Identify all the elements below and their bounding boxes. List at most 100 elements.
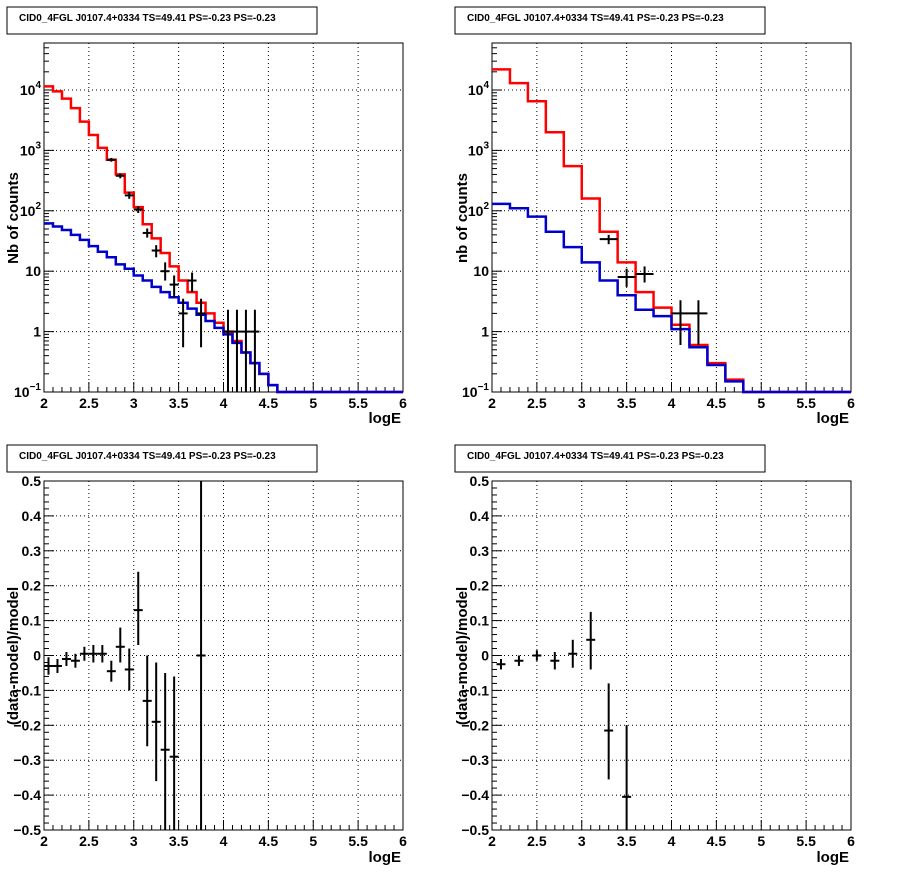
x-tick-label: 5 [757, 833, 765, 849]
data-point [61, 652, 71, 666]
x-tick-label: 5 [309, 833, 317, 849]
y-tick-label: 102 [20, 201, 42, 219]
x-tick-label: 3.5 [617, 833, 637, 849]
x-tick-label: 2.5 [79, 395, 99, 411]
data-point [106, 157, 116, 162]
data-point [133, 571, 143, 646]
y-tick-label: 0 [33, 648, 41, 664]
x-tick-label: 5.5 [348, 395, 368, 411]
data-point [604, 683, 614, 780]
x-tick-label: 5.5 [348, 833, 368, 849]
chart-title-box [6, 444, 318, 473]
y-tick-label: 10 [25, 263, 41, 279]
y-tick-label: 10 [473, 263, 489, 279]
y-tick-label: −0.1 [461, 682, 489, 698]
y-tick-label: −0.5 [13, 822, 41, 838]
x-axis-label: logE [817, 849, 850, 866]
x-tick-label: 6 [847, 833, 855, 849]
data-point [88, 645, 98, 663]
x-tick-label: 4 [668, 833, 676, 849]
panel-3: CID0_4FGL J0107.4+0334 TS=49.41 PS=-0.23… [5, 444, 407, 866]
data-point [52, 658, 62, 673]
y-axis-label: Nb of counts [5, 172, 22, 264]
y-tick-label: 0.1 [470, 613, 490, 629]
y-tick-label: 1 [33, 324, 41, 340]
x-tick-label: 4.5 [707, 833, 727, 849]
data-point [115, 627, 125, 663]
data-point [169, 676, 179, 830]
y-tick-label: 102 [468, 201, 490, 219]
data-point [568, 639, 578, 668]
data-point [142, 655, 152, 747]
x-tick-label: 2 [488, 833, 496, 849]
x-tick-label: 3 [130, 395, 138, 411]
x-tick-label: 3.5 [169, 833, 189, 849]
y-axis-label: (data-model)/model [454, 587, 471, 725]
x-tick-label: 3.5 [169, 395, 189, 411]
data-point [115, 173, 125, 179]
x-axis-label: logE [369, 849, 402, 866]
data-point [550, 652, 560, 670]
y-axis-label: nb of counts [454, 173, 471, 263]
x-tick-label: 6 [399, 395, 407, 411]
x-tick-label: 5.5 [796, 833, 816, 849]
data-point [79, 646, 89, 661]
x-tick-label: 6 [847, 395, 855, 411]
data-point [160, 262, 170, 281]
x-tick-label: 4 [668, 395, 676, 411]
y-tick-label: −0.3 [13, 752, 41, 768]
x-axis-label: logE [369, 410, 402, 427]
y-tick-label: 0.5 [470, 473, 490, 489]
x-tick-label: 5 [309, 395, 317, 411]
x-tick-label: 2 [488, 395, 496, 411]
y-tick-label: −0.4 [461, 787, 489, 803]
data-point [196, 298, 206, 348]
data-point [178, 298, 188, 348]
data-point [496, 658, 506, 670]
x-tick-label: 2.5 [527, 395, 547, 411]
x-tick-label: 4.5 [259, 395, 279, 411]
data-point [133, 206, 143, 213]
y-tick-label: 0.4 [470, 508, 490, 524]
data-point [151, 245, 161, 258]
x-tick-label: 2 [40, 833, 48, 849]
y-tick-label: 10−1 [14, 382, 41, 400]
panel-4: CID0_4FGL J0107.4+0334 TS=49.41 PS=-0.23… [454, 444, 855, 866]
x-axis-label: logE [817, 410, 850, 427]
x-tick-label: 4.5 [259, 833, 279, 849]
data-point [622, 725, 632, 830]
data-point [514, 655, 524, 666]
chart-title: CID0_4FGL J0107.4+0334 TS=49.41 PS=-0.23… [19, 451, 276, 462]
y-tick-label: 0.2 [470, 578, 490, 594]
chart-title-box [454, 444, 766, 473]
y-tick-label: 0 [481, 648, 489, 664]
y-tick-label: −0.3 [461, 752, 489, 768]
chart-title: CID0_4FGL J0107.4+0334 TS=49.41 PS=-0.23… [19, 13, 276, 24]
data-point [124, 648, 134, 691]
data-point [635, 266, 654, 283]
data-point [151, 662, 161, 782]
data-point [70, 653, 80, 668]
y-tick-label: 0.2 [22, 578, 42, 594]
y-tick-label: 0.4 [22, 508, 42, 524]
x-tick-label: 2 [40, 395, 48, 411]
data-point [124, 191, 134, 199]
y-tick-label: 0.5 [22, 473, 42, 489]
panel-1: CID0_4FGL J0107.4+0334 TS=49.41 PS=-0.23… [5, 6, 407, 427]
data-point [106, 660, 116, 682]
data-point [97, 645, 107, 663]
data-point [232, 309, 242, 392]
x-tick-label: 2.5 [79, 833, 99, 849]
x-tick-label: 4 [220, 395, 228, 411]
y-tick-label: −0.2 [13, 717, 41, 733]
y-tick-label: 104 [468, 80, 490, 98]
y-tick-label: 10−1 [462, 382, 489, 400]
x-tick-label: 4 [220, 833, 228, 849]
y-tick-label: −0.5 [461, 822, 489, 838]
chart-title-box [454, 6, 766, 35]
x-tick-label: 3.5 [617, 395, 637, 411]
y-tick-label: 104 [20, 80, 42, 98]
y-tick-label: 103 [468, 140, 490, 158]
data-point [599, 234, 618, 245]
y-tick-label: −0.1 [13, 682, 41, 698]
